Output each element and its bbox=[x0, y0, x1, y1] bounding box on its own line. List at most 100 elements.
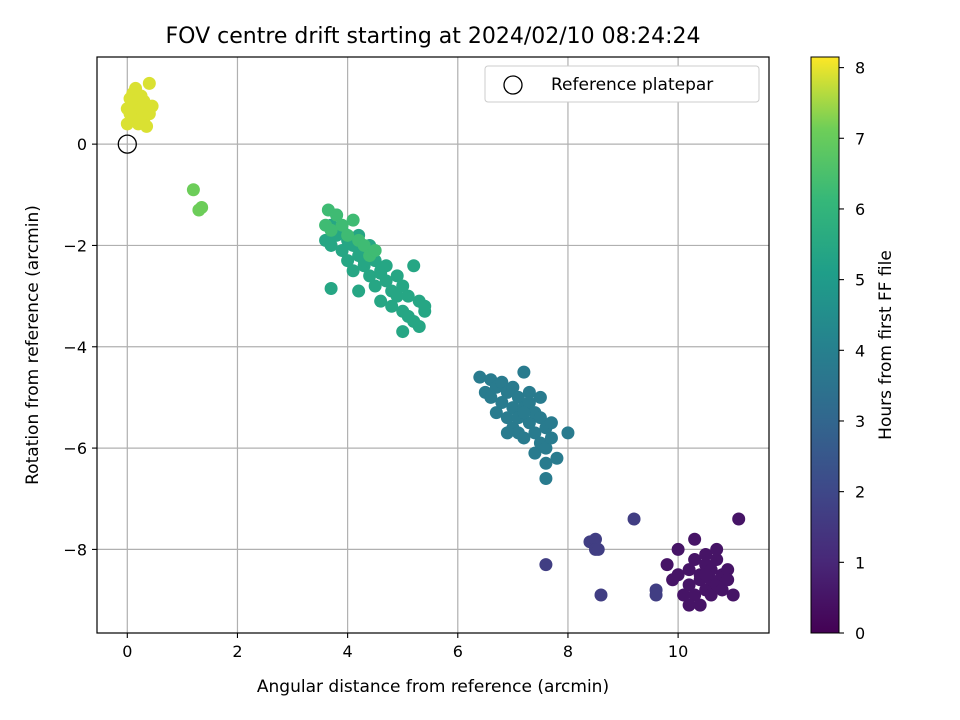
data-point bbox=[195, 200, 209, 214]
data-point bbox=[412, 320, 426, 334]
data-point bbox=[335, 218, 349, 232]
x-axis-label: Angular distance from reference (arcmin) bbox=[257, 677, 609, 697]
data-point bbox=[134, 89, 148, 103]
x-tick-label: 8 bbox=[563, 642, 573, 661]
gridlines bbox=[97, 57, 769, 633]
data-point bbox=[324, 238, 338, 252]
data-point bbox=[588, 532, 602, 546]
data-point bbox=[140, 119, 154, 133]
data-point bbox=[539, 441, 553, 455]
data-point bbox=[710, 542, 724, 556]
data-point bbox=[385, 299, 399, 313]
data-point bbox=[335, 244, 349, 258]
plot-frame bbox=[96, 56, 770, 634]
data-point bbox=[142, 76, 156, 90]
y-tick-label: −8 bbox=[63, 540, 87, 559]
data-point bbox=[495, 375, 509, 389]
data-point bbox=[522, 385, 536, 399]
x-tick-label: 0 bbox=[122, 642, 132, 661]
data-point bbox=[352, 284, 366, 298]
data-point bbox=[511, 390, 525, 404]
x-tick-label: 10 bbox=[668, 642, 688, 661]
colorbar-tick-label: 5 bbox=[855, 271, 865, 290]
data-point bbox=[145, 99, 159, 113]
data-point bbox=[418, 299, 432, 313]
data-point bbox=[721, 563, 735, 577]
y-tick-label: −2 bbox=[63, 236, 87, 255]
data-point bbox=[550, 451, 564, 465]
data-point bbox=[660, 558, 674, 572]
colorbar-label: Hours from first FF file bbox=[876, 250, 896, 440]
colorbar-tick-label: 3 bbox=[855, 412, 865, 431]
colorbar bbox=[810, 56, 840, 634]
data-point bbox=[396, 325, 410, 339]
data-point bbox=[357, 238, 371, 252]
y-axis-label: Rotation from reference (arcmin) bbox=[23, 205, 43, 485]
data-point bbox=[489, 406, 503, 420]
data-point bbox=[346, 213, 360, 227]
data-point bbox=[710, 553, 724, 567]
data-point bbox=[484, 390, 498, 404]
data-point bbox=[594, 588, 608, 602]
colorbar-tick-label: 8 bbox=[855, 59, 865, 78]
data-point bbox=[688, 532, 702, 546]
data-point bbox=[517, 365, 531, 379]
data-point bbox=[715, 583, 729, 597]
x-tick-label: 6 bbox=[453, 642, 463, 661]
colorbar-tick-label: 1 bbox=[855, 553, 865, 572]
data-point bbox=[726, 588, 740, 602]
data-point bbox=[682, 578, 696, 592]
y-axis-ticks: 0 −2 −4 −6 −8 bbox=[63, 135, 97, 559]
data-point bbox=[390, 289, 404, 303]
colorbar-ticks: 0 1 2 3 4 5 6 7 8 bbox=[839, 59, 865, 643]
data-point bbox=[539, 471, 553, 485]
data-point bbox=[539, 558, 553, 572]
data-point bbox=[401, 289, 415, 303]
data-point bbox=[688, 588, 702, 602]
data-point bbox=[517, 431, 531, 445]
data-point bbox=[699, 568, 713, 582]
data-point bbox=[374, 266, 388, 280]
data-point bbox=[533, 390, 547, 404]
colorbar-tick-label: 2 bbox=[855, 483, 865, 502]
data-point bbox=[677, 588, 691, 602]
data-point bbox=[671, 542, 685, 556]
legend-reference-marker bbox=[503, 75, 523, 95]
reference-marker-group bbox=[117, 134, 137, 154]
data-point bbox=[522, 416, 536, 430]
colorbar-tick-label: 6 bbox=[855, 200, 865, 219]
data-point bbox=[363, 269, 377, 283]
colorbar-tick-label: 0 bbox=[855, 624, 865, 643]
data-point bbox=[533, 411, 547, 425]
data-point bbox=[649, 588, 663, 602]
data-point bbox=[671, 568, 685, 582]
data-point bbox=[682, 563, 696, 577]
colorbar-tick-label: 4 bbox=[855, 341, 865, 360]
data-point bbox=[390, 269, 404, 283]
data-point bbox=[396, 279, 410, 293]
x-tick-label: 2 bbox=[232, 642, 242, 661]
data-point bbox=[544, 416, 558, 430]
data-point bbox=[495, 395, 509, 409]
x-axis-ticks: 0 2 4 6 8 10 bbox=[122, 633, 688, 661]
data-point bbox=[374, 294, 388, 308]
data-point bbox=[123, 107, 137, 121]
data-point bbox=[186, 183, 200, 197]
data-point bbox=[407, 259, 421, 273]
data-point bbox=[732, 512, 746, 526]
colorbar-tick-label: 7 bbox=[855, 129, 865, 148]
y-tick-label: −4 bbox=[63, 338, 87, 357]
data-point bbox=[517, 406, 531, 420]
data-point bbox=[324, 223, 338, 237]
data-point bbox=[682, 598, 696, 612]
data-point bbox=[693, 598, 707, 612]
data-point bbox=[500, 411, 514, 425]
data-point bbox=[699, 547, 713, 561]
y-tick-label: −6 bbox=[63, 439, 87, 458]
data-point bbox=[704, 588, 718, 602]
data-point bbox=[591, 542, 605, 556]
data-point bbox=[341, 228, 355, 242]
data-points bbox=[120, 76, 746, 612]
chart-title: FOV centre drift starting at 2024/02/10 … bbox=[166, 24, 701, 49]
